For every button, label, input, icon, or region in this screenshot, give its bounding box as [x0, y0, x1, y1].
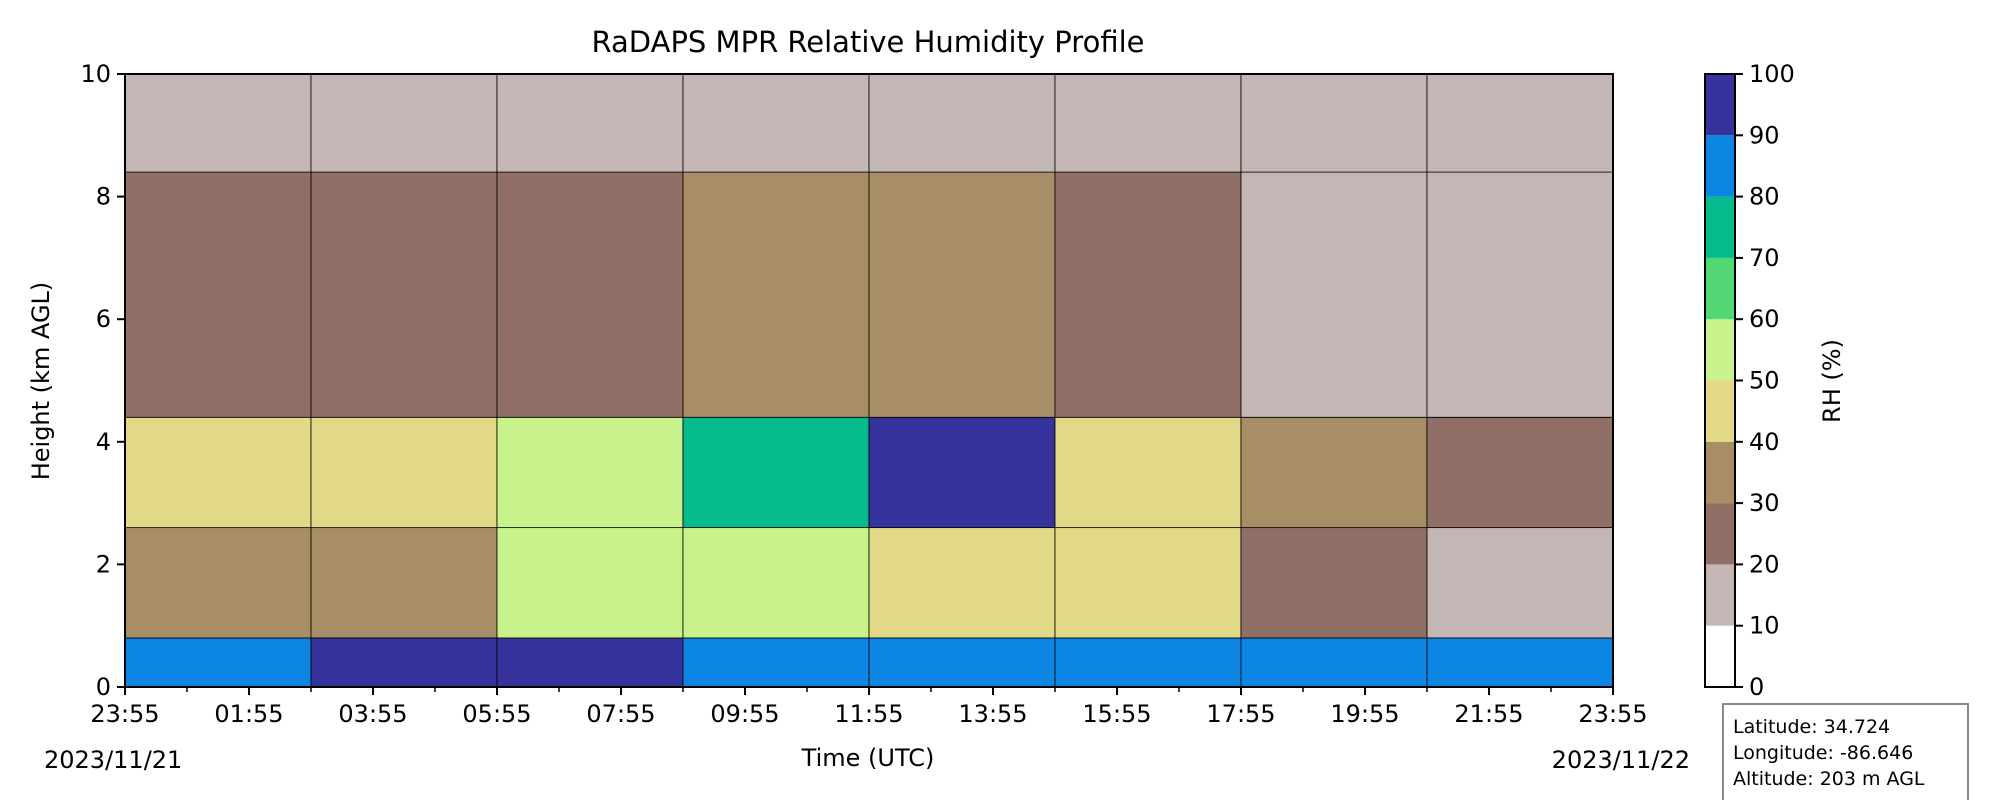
- colorbar-segment: [1705, 257, 1735, 320]
- heatmap-cell: [1054, 637, 1242, 688]
- colorbar-segment: [1705, 319, 1735, 381]
- heatmap-cell: [1240, 637, 1428, 688]
- y-tick-label: 2: [96, 550, 111, 578]
- colorbar-segment: [1705, 503, 1735, 565]
- heatmap-cell: [1240, 527, 1428, 639]
- x-tick-label: 01:55: [214, 700, 283, 728]
- x-axis-label: Time (UTC): [801, 744, 935, 772]
- heatmap-cell: [868, 527, 1056, 639]
- x-tick-label: 17:55: [1206, 700, 1275, 728]
- x-tick-label: 03:55: [338, 700, 407, 728]
- infobox-frame: [1722, 703, 1969, 800]
- heatmap-cell: [1240, 171, 1428, 418]
- heatmap-cell: [496, 171, 684, 418]
- colorbar-tick-label: 50: [1749, 367, 1780, 395]
- colorbar-segment: [1705, 380, 1735, 442]
- heatmap-cell: [1240, 416, 1428, 529]
- heatmap-cell: [124, 171, 312, 418]
- x-tick-label: 23:55: [90, 700, 159, 728]
- x-tick-label: 09:55: [710, 700, 779, 728]
- x-tick-label: 11:55: [834, 700, 903, 728]
- colorbar-tick-label: 0: [1749, 673, 1764, 701]
- x-axis: 23:55 01:55 03:55 05:55 07:55 09:55 11:55 13:55…: [90, 687, 1648, 728]
- heatmap-cell: [868, 171, 1056, 418]
- chart-title: RaDAPS MPR Relative Humidity Profile: [592, 25, 1145, 59]
- colorbar-tick-label: 20: [1749, 550, 1780, 578]
- x-tick-label: 23:55: [1578, 700, 1647, 728]
- heatmap-cell: [496, 527, 684, 639]
- x-tick-label: 13:55: [958, 700, 1027, 728]
- x-tick-label: 19:55: [1330, 700, 1399, 728]
- y-tick-label: 0: [96, 673, 111, 701]
- x-tick-label: 05:55: [462, 700, 531, 728]
- end-date: 2023/11/22: [1552, 746, 1690, 774]
- heatmap-cell: [1426, 73, 1614, 173]
- heatmap-cell: [682, 527, 870, 639]
- colorbar-ticks: 0 10 20 30 40 50 60 70 80 90 100: [1735, 60, 1795, 701]
- heatmap-cell: [1240, 73, 1428, 173]
- heatmap-cell: [1054, 73, 1242, 173]
- heatmap-cell: [124, 637, 312, 688]
- y-tick-label: 8: [96, 183, 111, 211]
- x-tick-label: 21:55: [1454, 700, 1523, 728]
- heatmap-cell: [1426, 637, 1614, 688]
- start-date: 2023/11/21: [44, 746, 182, 774]
- heatmap-cell: [1054, 527, 1242, 639]
- x-tick-label: 15:55: [1082, 700, 1151, 728]
- colorbar-tick-label: 60: [1749, 305, 1780, 333]
- y-axis: 0 2 4 6 8 10: [80, 60, 125, 701]
- infobox-altitude: Altitude: 203 m AGL: [1733, 768, 1925, 790]
- heatmap-cell: [124, 73, 312, 173]
- heatmap-cell: [1054, 171, 1242, 418]
- heatmap-cell: [868, 416, 1056, 529]
- y-tick-label: 6: [96, 305, 111, 333]
- heatmap-cell: [682, 637, 870, 688]
- colorbar-segment: [1705, 74, 1735, 136]
- colorbar-tick-label: 80: [1749, 183, 1780, 211]
- heatmap-cell: [868, 73, 1056, 173]
- colorbar-tick-label: 90: [1749, 121, 1780, 149]
- heatmap-cell: [124, 416, 312, 529]
- colorbar-segment: [1705, 564, 1735, 626]
- heatmap-cell: [310, 73, 498, 173]
- heatmap-cell: [682, 416, 870, 529]
- heatmap-cell: [310, 637, 498, 688]
- colorbar-tick-label: 30: [1749, 489, 1780, 517]
- y-tick-label: 10: [80, 60, 111, 88]
- heatmap-cell: [682, 73, 870, 173]
- location-infobox: Latitude: 34.724 Longitude: -86.646 Alti…: [1722, 703, 1969, 800]
- heatmap-cell: [1426, 171, 1614, 418]
- y-axis-label: Height (km AGL): [27, 282, 55, 481]
- heatmap-cell: [124, 527, 312, 639]
- colorbar-tick-label: 10: [1749, 612, 1780, 640]
- plot-area: [124, 73, 1614, 688]
- heatmap-cell: [1426, 416, 1614, 529]
- heatmap-cell: [310, 416, 498, 529]
- colorbar-segment: [1705, 135, 1735, 197]
- heatmap-cell: [496, 637, 684, 688]
- colorbar-segment: [1705, 441, 1735, 504]
- heatmap-cell: [310, 527, 498, 639]
- heatmap-cell: [310, 171, 498, 418]
- colorbar-segment: [1705, 196, 1735, 258]
- heatmap-cell: [496, 73, 684, 173]
- infobox-longitude: Longitude: -86.646: [1733, 742, 1913, 764]
- y-tick-label: 4: [96, 428, 111, 456]
- heatmap-cell: [1426, 527, 1614, 639]
- heatmap-cell: [496, 416, 684, 529]
- colorbar-segment: [1705, 625, 1735, 687]
- heatmap-cell: [868, 637, 1056, 688]
- heatmap-cell: [682, 171, 870, 418]
- heatmap-cell: [1054, 416, 1242, 529]
- colorbar-tick-label: 100: [1749, 60, 1795, 88]
- colorbar-tick-label: 40: [1749, 428, 1780, 456]
- infobox-latitude: Latitude: 34.724: [1733, 716, 1890, 738]
- colorbar: [1705, 74, 1735, 687]
- x-tick-label: 07:55: [586, 700, 655, 728]
- colorbar-tick-label: 70: [1749, 244, 1780, 272]
- colorbar-label: RH (%): [1818, 339, 1846, 423]
